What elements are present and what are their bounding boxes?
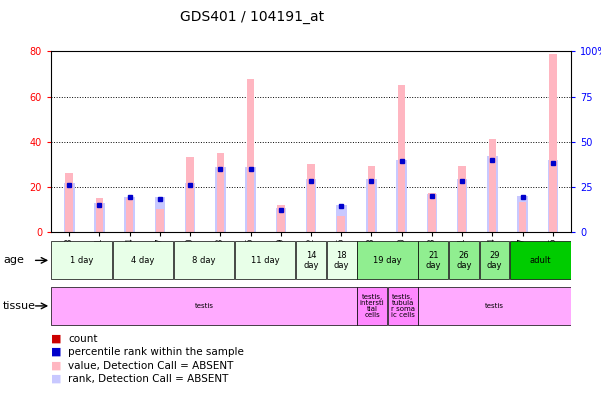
Bar [154, 198, 165, 232]
Text: rank, Detection Call = ABSENT: rank, Detection Call = ABSENT [68, 374, 228, 384]
Text: 19 day: 19 day [373, 256, 402, 265]
Bar [245, 167, 256, 232]
Bar [487, 156, 498, 232]
Text: ■: ■ [51, 333, 61, 344]
Text: testis: testis [195, 303, 213, 309]
Bar [94, 203, 105, 232]
Text: 21
day: 21 day [426, 251, 441, 270]
Bar [156, 209, 163, 232]
Bar [52, 241, 112, 280]
Text: testis: testis [485, 303, 504, 309]
Bar [52, 287, 356, 325]
Text: testis,
intersti
tial
cells: testis, intersti tial cells [360, 294, 385, 318]
Text: age: age [3, 255, 24, 265]
Bar [489, 139, 496, 232]
Bar [247, 78, 254, 232]
Bar [427, 194, 437, 232]
Bar [185, 183, 195, 232]
Bar [549, 54, 557, 232]
Text: testis,
tubula
r soma
ic cells: testis, tubula r soma ic cells [391, 294, 415, 318]
Bar [112, 241, 173, 280]
Bar [517, 196, 528, 232]
Text: ■: ■ [51, 360, 61, 371]
Text: adult: adult [529, 256, 551, 265]
Bar [428, 193, 436, 232]
Text: tissue: tissue [3, 301, 36, 311]
Text: 18
day: 18 day [334, 251, 349, 270]
Bar [124, 198, 135, 232]
Bar [459, 166, 466, 232]
Text: 26
day: 26 day [456, 251, 472, 270]
Text: ■: ■ [51, 347, 61, 357]
Bar [296, 241, 326, 280]
Text: 11 day: 11 day [251, 256, 279, 265]
Bar [510, 241, 570, 280]
Text: GDS401 / 104191_at: GDS401 / 104191_at [180, 10, 325, 24]
Bar [418, 241, 448, 280]
Bar [174, 241, 234, 280]
Text: 29
day: 29 day [487, 251, 502, 270]
Bar [126, 198, 133, 232]
Bar [357, 241, 418, 280]
Bar [96, 198, 103, 232]
Bar [548, 160, 558, 232]
Bar [216, 153, 224, 232]
Text: 8 day: 8 day [192, 256, 216, 265]
Bar [388, 287, 418, 325]
Bar [397, 160, 407, 232]
Text: count: count [68, 333, 97, 344]
Bar [307, 164, 315, 232]
Bar [519, 202, 526, 232]
Bar [398, 85, 406, 232]
Text: 14
day: 14 day [304, 251, 319, 270]
Text: value, Detection Call = ABSENT: value, Detection Call = ABSENT [68, 360, 233, 371]
Bar [368, 166, 375, 232]
Text: ■: ■ [51, 374, 61, 384]
Bar [336, 205, 347, 232]
Bar [277, 205, 284, 232]
Text: 4 day: 4 day [131, 256, 154, 265]
Bar [215, 167, 225, 232]
Bar [480, 241, 510, 280]
Text: percentile rank within the sample: percentile rank within the sample [68, 347, 244, 357]
Bar [357, 287, 387, 325]
Bar [66, 173, 73, 232]
Bar [366, 179, 377, 232]
Bar [418, 287, 570, 325]
Bar [338, 216, 345, 232]
Bar [306, 179, 316, 232]
Bar [235, 241, 296, 280]
Bar [457, 179, 468, 232]
Bar [186, 157, 194, 232]
Bar [275, 208, 286, 232]
Bar [449, 241, 479, 280]
Bar [326, 241, 356, 280]
Text: 1 day: 1 day [70, 256, 93, 265]
Bar [64, 183, 75, 232]
